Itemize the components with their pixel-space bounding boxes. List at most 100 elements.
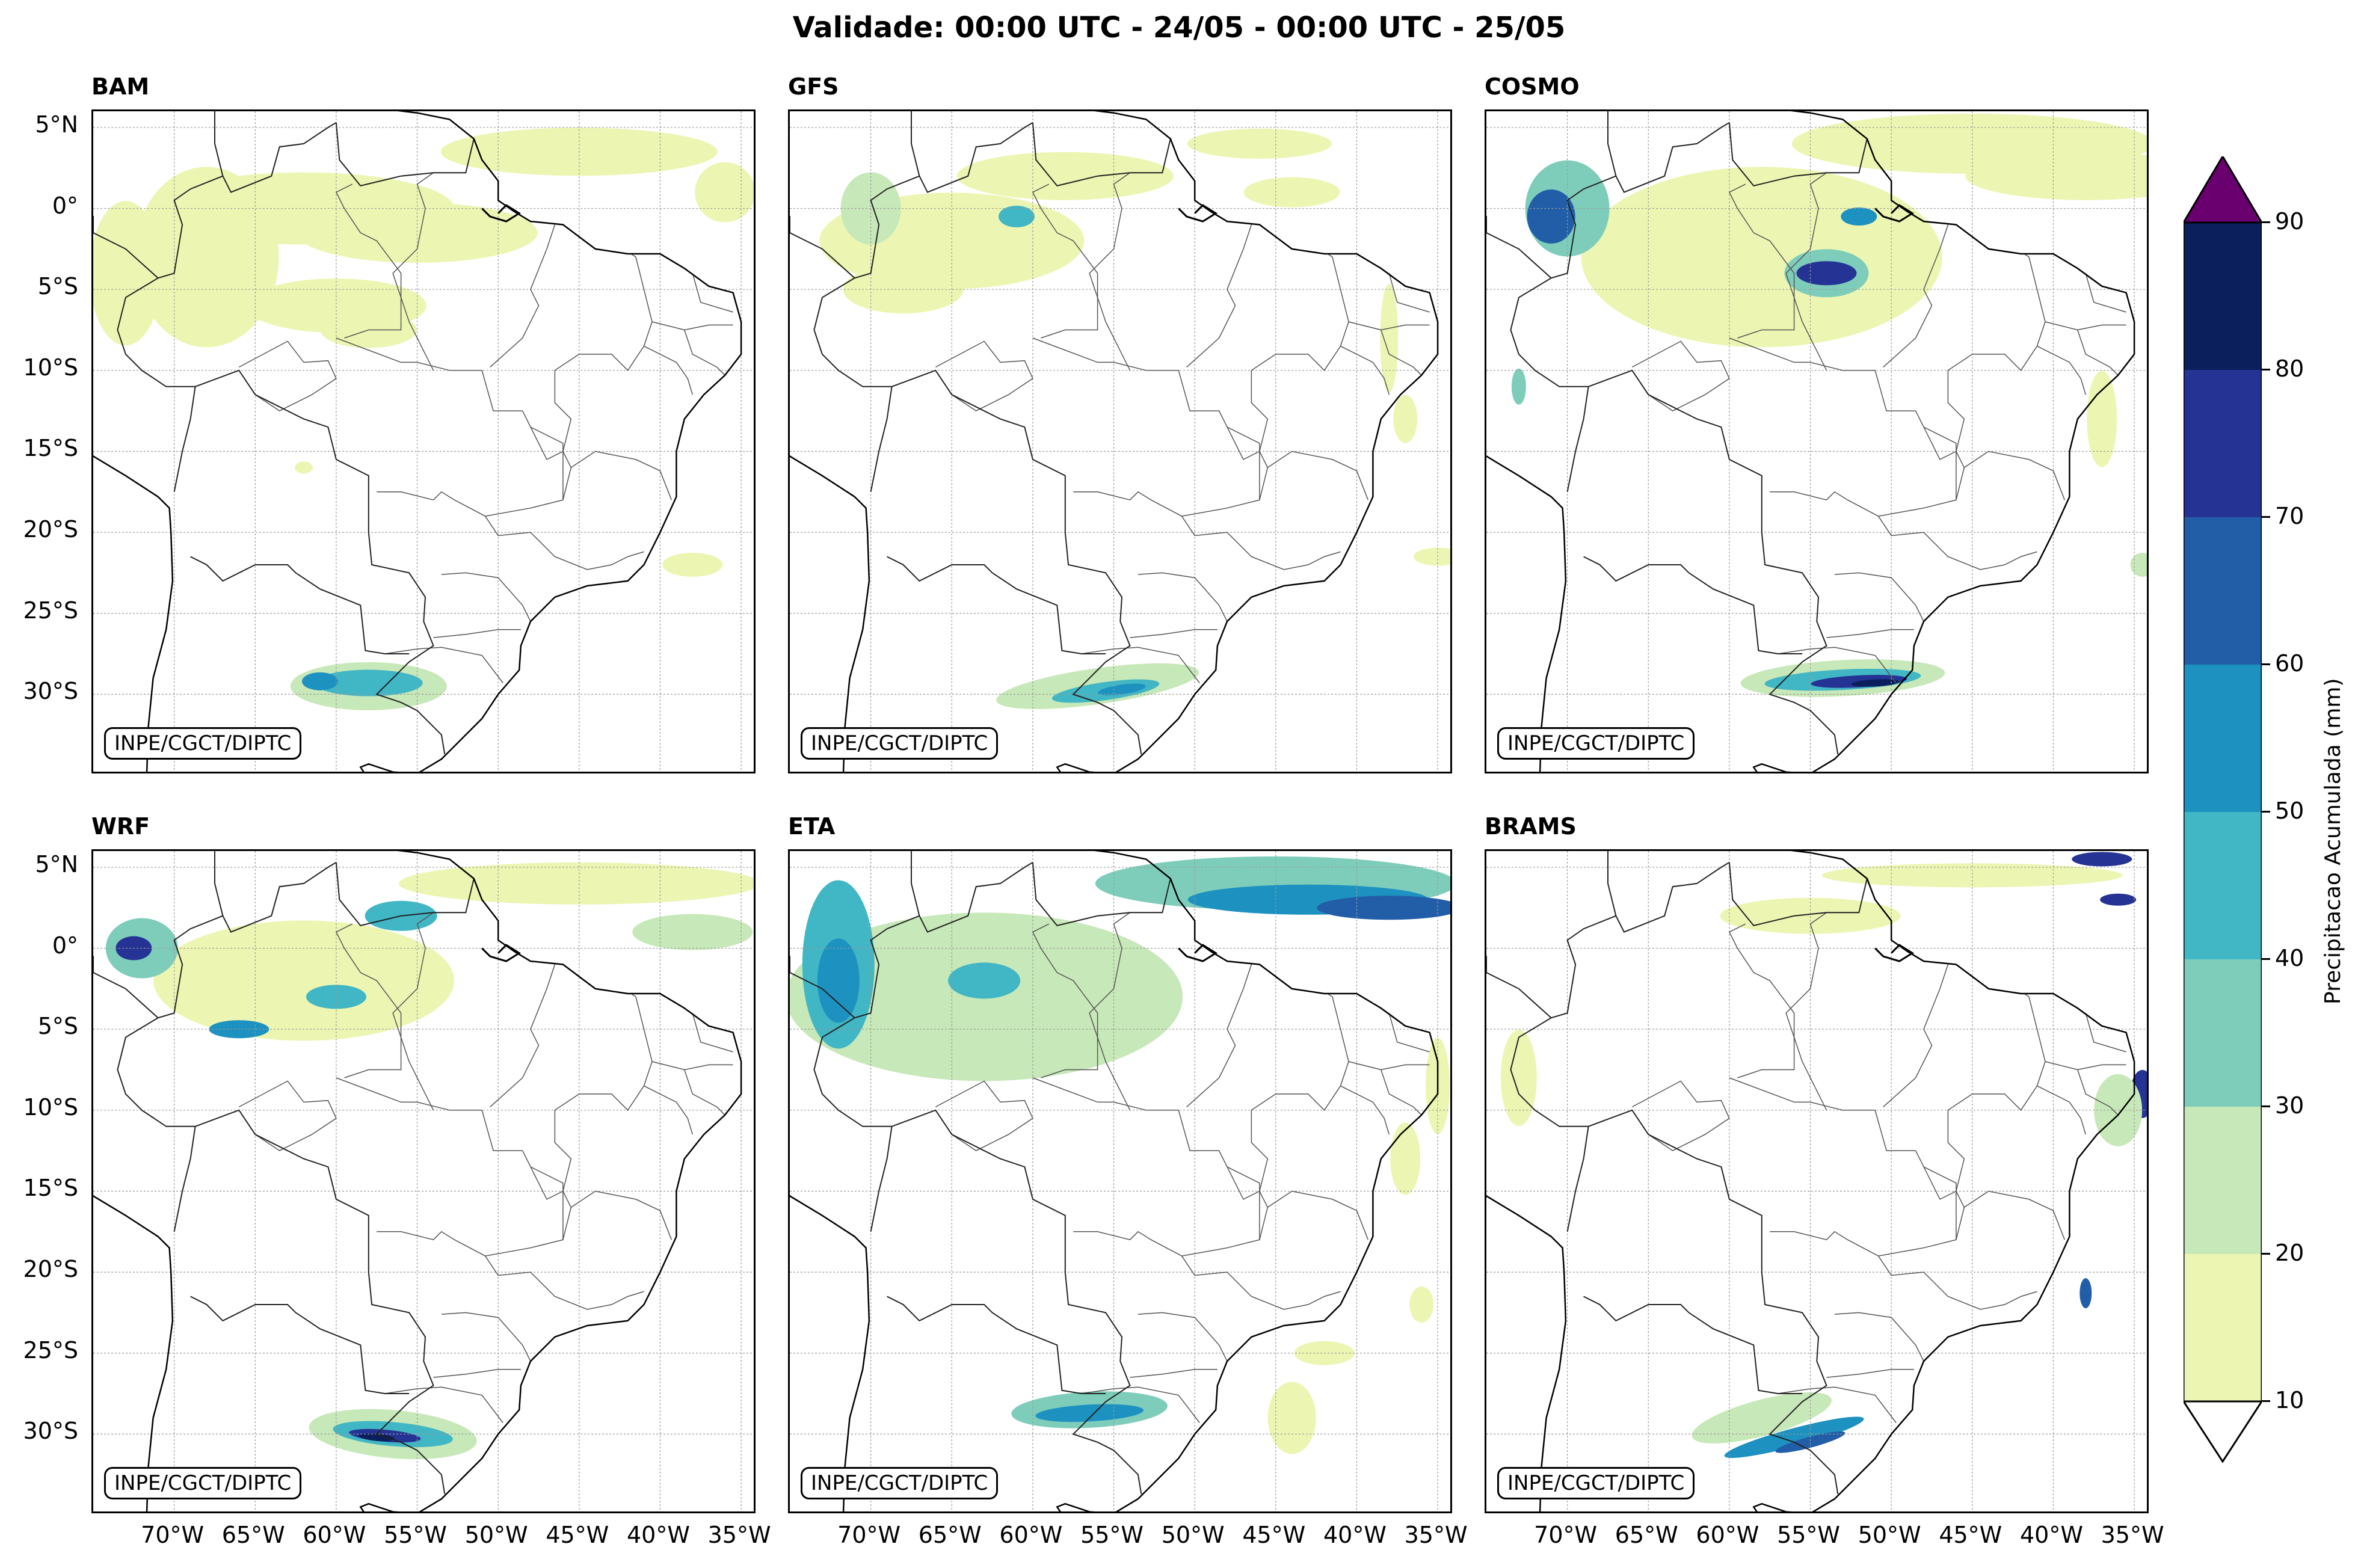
state-border	[1186, 964, 1252, 1107]
state-border	[684, 1069, 725, 1116]
latitude-label: 25°S	[23, 597, 78, 624]
state-border	[1963, 1190, 2065, 1240]
coastline	[359, 851, 742, 1511]
state-border	[1923, 1166, 1957, 1240]
longitude-label: 45°W	[546, 1522, 609, 1548]
map-wrf	[93, 851, 754, 1511]
precip-field	[790, 856, 1450, 1454]
latitude-label: 30°S	[23, 678, 78, 705]
island-outline	[1874, 204, 1915, 223]
country-border	[93, 215, 159, 279]
longitude-label: 35°W	[2101, 1522, 2164, 1548]
precip-blob	[998, 206, 1035, 228]
country-border	[790, 955, 855, 1019]
country-border	[195, 1109, 446, 1495]
latitude-label: 5°S	[37, 273, 78, 300]
precip-blob	[1720, 897, 1901, 934]
latitude-label: 30°S	[23, 1418, 78, 1445]
country-border	[190, 556, 410, 654]
state-border	[651, 1061, 733, 1071]
state-border	[1267, 1190, 1368, 1240]
precip-field	[93, 128, 754, 710]
latitude-label: 20°S	[23, 1256, 78, 1283]
map-panel-cosmo: INPE/CGCT/DIPTC	[1485, 109, 2149, 773]
state-border	[684, 330, 725, 376]
longitude-label: 40°W	[2019, 1522, 2083, 1548]
state-border	[1728, 923, 1795, 1078]
state-border	[1081, 1386, 1200, 1423]
precip-blob	[956, 152, 1174, 200]
state-border	[1826, 1368, 1914, 1378]
island-outline	[1874, 944, 1915, 962]
map-panel-brams: INPE/CGCT/DIPTC	[1485, 849, 2149, 1513]
country-border	[1510, 121, 1730, 492]
latitude-label: 15°S	[23, 1175, 78, 1202]
panel-title-cosmo: COSMO	[1485, 73, 1580, 100]
precip-blob	[398, 862, 754, 905]
colorbar-tick-label: 40	[2275, 945, 2304, 971]
precip-blob	[1035, 1404, 1144, 1422]
longitude-label: 50°W	[1161, 1522, 1225, 1548]
state-border	[2085, 273, 2126, 313]
precip-blob	[301, 672, 338, 690]
state-border	[2037, 1085, 2087, 1135]
state-border	[1181, 515, 1341, 570]
state-border	[2085, 1013, 2126, 1053]
precip-blob	[134, 167, 279, 348]
state-border	[1186, 224, 1252, 367]
country-border	[1486, 215, 1552, 279]
map-panel-eta: INPE/CGCT/DIPTC	[788, 849, 1452, 1513]
precip-blob	[93, 201, 162, 346]
state-border	[384, 647, 503, 683]
country-border	[1588, 1109, 1839, 1495]
state-border	[1778, 647, 1897, 683]
credit-box: INPE/CGCT/DIPTC	[104, 727, 302, 760]
state-border	[1388, 273, 1430, 313]
state-border	[1081, 647, 1200, 683]
state-border	[335, 183, 402, 339]
precip-blob	[1393, 395, 1418, 443]
state-border	[1340, 1085, 1390, 1135]
panel-title-gfs: GFS	[788, 73, 839, 100]
map-eta	[790, 851, 1450, 1511]
longitude-label: 40°W	[1323, 1522, 1387, 1548]
colorbar-segment	[2184, 812, 2262, 959]
colorbar-tick-label: 60	[2275, 650, 2304, 677]
precip-field	[819, 128, 1450, 709]
state-border	[1923, 426, 1957, 500]
credit-box: INPE/CGCT/DIPTC	[104, 1467, 302, 1499]
longitude-label: 55°W	[1080, 1522, 1144, 1548]
state-border	[392, 172, 434, 371]
country-border	[911, 851, 920, 916]
colorbar-tick-label: 90	[2275, 208, 2304, 235]
country-border	[911, 111, 920, 176]
state-border	[2045, 1061, 2126, 1071]
longitude-label: 65°W	[1615, 1522, 1678, 1548]
credit-box: INPE/CGCT/DIPTC	[801, 727, 999, 760]
precip-blob	[2087, 370, 2117, 467]
map-panel-wrf: INPE/CGCT/DIPTC	[91, 849, 756, 1513]
colorbar-tick-label: 10	[2275, 1387, 2304, 1413]
colorbar-tick-label: 20	[2275, 1240, 2304, 1266]
longitude-label: 50°W	[464, 1522, 528, 1548]
state-border	[1729, 1077, 1965, 1256]
latitude-label: 5°S	[37, 1013, 78, 1040]
country-border	[93, 955, 159, 1019]
precip-blob	[695, 162, 754, 223]
colorbar-segment	[2184, 959, 2262, 1107]
colorbar-tick	[2262, 1400, 2270, 1402]
coastline	[1752, 851, 2135, 1511]
state-border	[384, 1386, 503, 1423]
country-border	[1032, 122, 1171, 187]
state-border	[1785, 172, 1827, 371]
precip-blob	[1098, 683, 1146, 695]
precip-blob	[1267, 1382, 1316, 1454]
state-border	[336, 1077, 572, 1256]
map-brams	[1486, 851, 2147, 1511]
map-panel-gfs: INPE/CGCT/DIPTC	[788, 109, 1452, 773]
state-border	[238, 1080, 337, 1151]
state-border	[570, 1190, 672, 1240]
country-border	[335, 122, 475, 187]
state-border	[570, 450, 672, 500]
state-border	[554, 993, 653, 1191]
